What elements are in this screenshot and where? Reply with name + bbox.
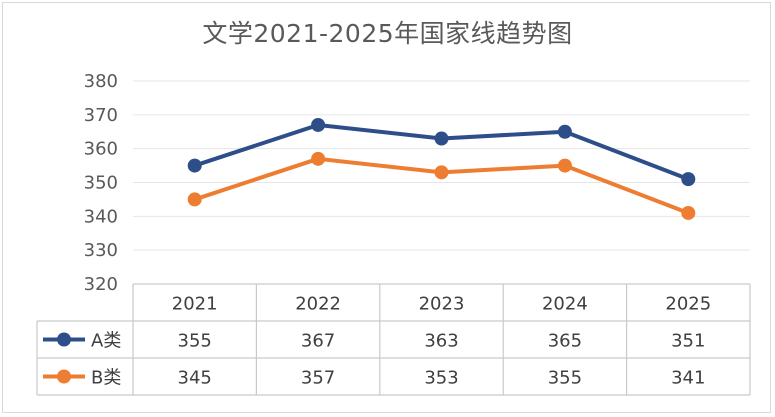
data-point-2 [311,151,326,166]
table-cell-value: 351 [671,331,705,352]
category-label: 2025 [665,294,711,315]
legend-label-1: A类 [91,331,121,352]
data-point-2 [557,158,572,173]
table-cell-value: 341 [671,368,705,389]
y-tick-label: 370 [84,105,118,126]
data-point-1 [434,131,449,146]
y-tick-label: 320 [84,274,118,295]
data-point-1 [681,172,696,187]
y-tick-label: 380 [84,71,118,92]
data-point-1 [311,117,326,132]
data-point-2 [187,192,202,207]
table-cell-value: 367 [301,331,335,352]
category-label: 2023 [419,294,465,315]
chart-title: 文学2021-2025年国家线趋势图 [202,19,573,48]
data-point-1 [557,124,572,139]
data-point-2 [681,205,696,220]
legend-marker-1 [57,332,71,347]
table-cell-value: 355 [548,368,582,389]
legend-marker-2 [57,369,71,384]
chart-frame [2,2,771,413]
table-cell-value: 355 [178,331,212,352]
category-label: 2022 [295,294,341,315]
data-point-1 [187,158,202,173]
category-label: 2021 [172,294,218,315]
table-cell-value: 357 [301,368,335,389]
y-tick-label: 350 [84,173,118,194]
table-cell-value: 363 [424,331,458,352]
legend-label-2: B类 [91,368,121,389]
category-label: 2024 [542,294,588,315]
table-cell-value: 365 [548,331,582,352]
y-tick-label: 360 [84,139,118,160]
data-point-2 [434,165,449,180]
y-tick-label: 340 [84,206,118,227]
y-tick-label: 330 [84,240,118,261]
table-cell-value: 353 [424,368,458,389]
table-cell-value: 345 [178,368,212,389]
